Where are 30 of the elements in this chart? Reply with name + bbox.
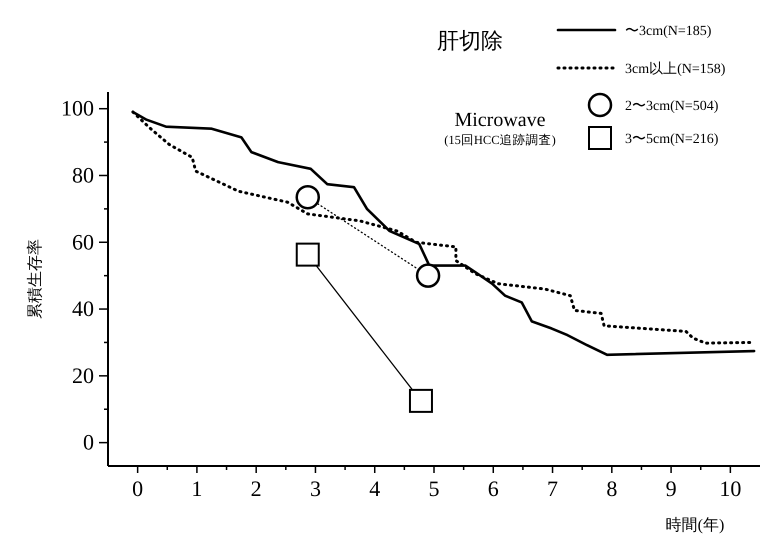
y-tick-label: 20 — [72, 362, 94, 388]
annotation: Microwave — [454, 109, 546, 131]
x-tick-label: 3 — [310, 476, 321, 501]
point — [296, 184, 320, 210]
text: 肝切除 — [437, 28, 503, 53]
x-tick-label: 7 — [547, 476, 558, 501]
legend-label: 3〜5cm(N=216) — [625, 132, 719, 147]
x-axis-title: 時間(年) — [666, 516, 724, 534]
legend-label: 〜3cm(N=185) — [625, 24, 712, 39]
y-tick-label: 0 — [83, 430, 94, 455]
x-tick-label: 0 — [132, 476, 144, 501]
y-tick-label: 40 — [72, 296, 94, 322]
x-tick-label: 1 — [191, 476, 202, 501]
point — [296, 242, 320, 267]
x-tick-label: 4 — [369, 476, 380, 501]
y-tick-label: 100 — [61, 96, 94, 121]
point — [416, 263, 440, 288]
x-tick-label: 5 — [428, 476, 440, 501]
x-tick-label: 8 — [606, 476, 618, 501]
x-tick-label: 6 — [488, 476, 499, 501]
y-tick-label: 60 — [72, 229, 94, 254]
y-tick-label: 80 — [72, 162, 94, 188]
y-axis-title: 累積生存率 — [26, 239, 44, 319]
legend-label: 3cm以上(N=158) — [625, 61, 726, 77]
x-tick-label: 10 — [719, 476, 742, 501]
x-tick-label: 9 — [666, 476, 677, 501]
x-tick-label: 2 — [250, 476, 262, 501]
point — [408, 388, 433, 413]
legend-label: 2〜3cm(N=504) — [625, 99, 719, 114]
annotation: (15回HCC追跡調査) — [444, 133, 556, 147]
